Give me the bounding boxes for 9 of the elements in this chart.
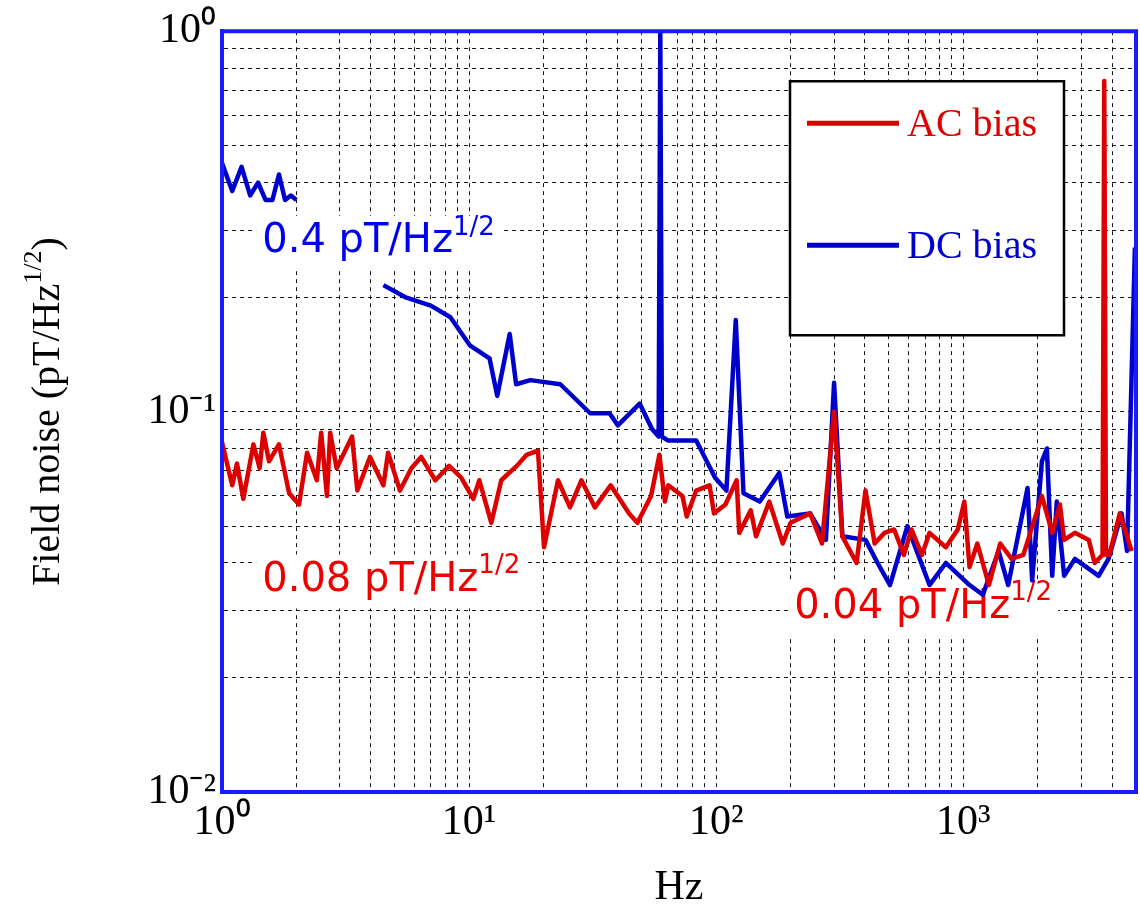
x-tick-label: 10³ — [935, 797, 991, 844]
y-tick-label: 10⁻¹ — [147, 385, 216, 432]
legend-label: AC bias — [907, 99, 1037, 145]
x-tick-label: 10² — [688, 797, 744, 844]
x-tick-label: 10¹ — [441, 797, 497, 844]
x-axis-title: Hz — [654, 861, 704, 908]
y-axis-title: Field noise (pT/Hz1/2) — [17, 237, 68, 586]
y-tick-label: 10⁰ — [159, 5, 216, 52]
legend-label: DC bias — [907, 221, 1037, 267]
